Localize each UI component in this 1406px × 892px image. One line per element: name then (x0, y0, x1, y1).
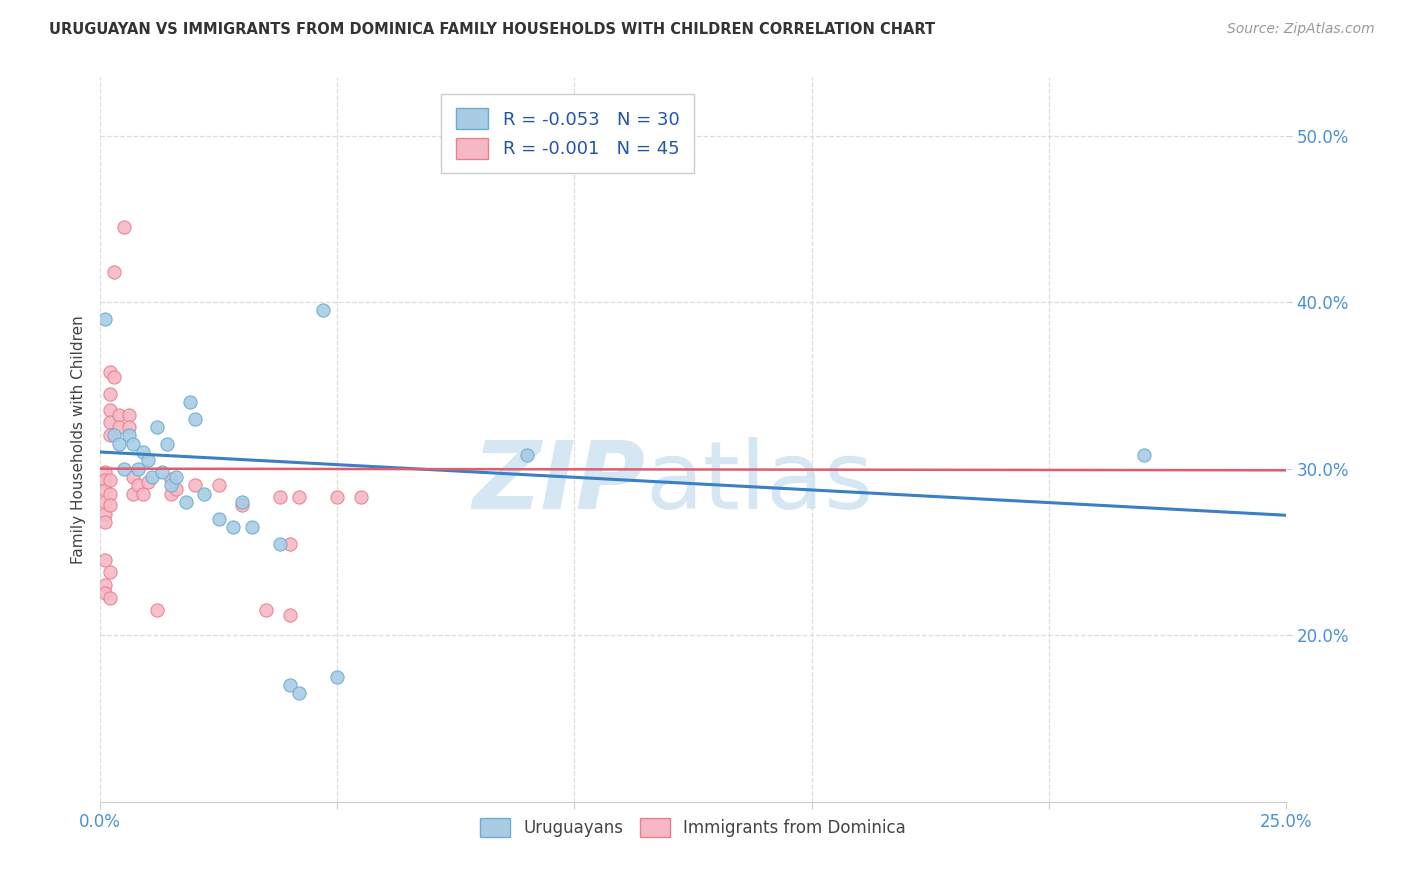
Point (278, 608, 301, 623)
Point (179, 395, 201, 409)
Point (117, 420, 139, 434)
Point (208, 511, 231, 525)
Point (98, 403, 121, 417)
Point (350, 490, 373, 504)
Y-axis label: Family Households with Children: Family Households with Children (72, 315, 86, 564)
Point (326, 670, 349, 684)
Point (136, 475, 159, 489)
Point (127, 461, 149, 475)
Point (94, 465, 117, 479)
Point (98, 415, 121, 429)
Point (103, 428, 125, 442)
Point (240, 520, 263, 534)
Point (127, 478, 149, 492)
Point (312, 303, 335, 318)
Point (108, 409, 131, 423)
Point (94, 311, 117, 326)
Point (117, 428, 139, 442)
Point (98, 473, 121, 487)
Point (94, 495, 117, 509)
Point (94, 578, 117, 592)
Point (122, 436, 145, 450)
Point (98, 428, 121, 442)
Point (98, 565, 121, 579)
Point (98, 486, 121, 500)
Text: Source: ZipAtlas.com: Source: ZipAtlas.com (1227, 22, 1375, 37)
Point (94, 483, 117, 498)
Point (94, 553, 117, 567)
Point (288, 686, 311, 700)
Point (103, 265, 125, 279)
Point (150, 465, 173, 479)
Text: atlas: atlas (645, 437, 875, 529)
Point (112, 220, 135, 235)
Point (288, 490, 311, 504)
Point (231, 495, 253, 509)
Point (141, 470, 163, 484)
Point (1132, 448, 1154, 462)
Point (108, 420, 131, 434)
Point (184, 478, 207, 492)
Point (193, 486, 215, 500)
Point (184, 411, 207, 425)
Point (94, 515, 117, 529)
Point (136, 453, 159, 467)
Point (132, 445, 155, 459)
Point (160, 486, 183, 500)
Point (98, 386, 121, 401)
Text: URUGUAYAN VS IMMIGRANTS FROM DOMINICA FAMILY HOUSEHOLDS WITH CHILDREN CORRELATIO: URUGUAYAN VS IMMIGRANTS FROM DOMINICA FA… (49, 22, 935, 37)
Point (98, 498, 121, 512)
Point (94, 473, 117, 487)
Point (160, 472, 183, 486)
Point (117, 409, 139, 423)
Point (165, 470, 187, 484)
Point (94, 586, 117, 600)
Point (98, 365, 121, 379)
Point (122, 470, 145, 484)
Point (146, 420, 169, 434)
Point (278, 678, 301, 692)
Point (160, 478, 183, 492)
Point (516, 448, 538, 462)
Point (108, 436, 131, 450)
Text: ZIP: ZIP (472, 437, 645, 529)
Point (269, 536, 291, 550)
Point (254, 603, 277, 617)
Point (146, 603, 169, 617)
Point (98, 591, 121, 606)
Point (103, 370, 125, 384)
Point (155, 436, 177, 450)
Point (222, 520, 245, 534)
Point (132, 486, 155, 500)
Point (278, 536, 301, 550)
Point (174, 495, 197, 509)
Point (165, 482, 187, 496)
Point (112, 461, 135, 475)
Legend: Uruguayans, Immigrants from Dominica: Uruguayans, Immigrants from Dominica (474, 812, 912, 844)
Point (208, 478, 231, 492)
Point (269, 490, 291, 504)
Point (326, 490, 349, 504)
Point (231, 498, 253, 512)
Point (122, 486, 145, 500)
Point (94, 507, 117, 521)
